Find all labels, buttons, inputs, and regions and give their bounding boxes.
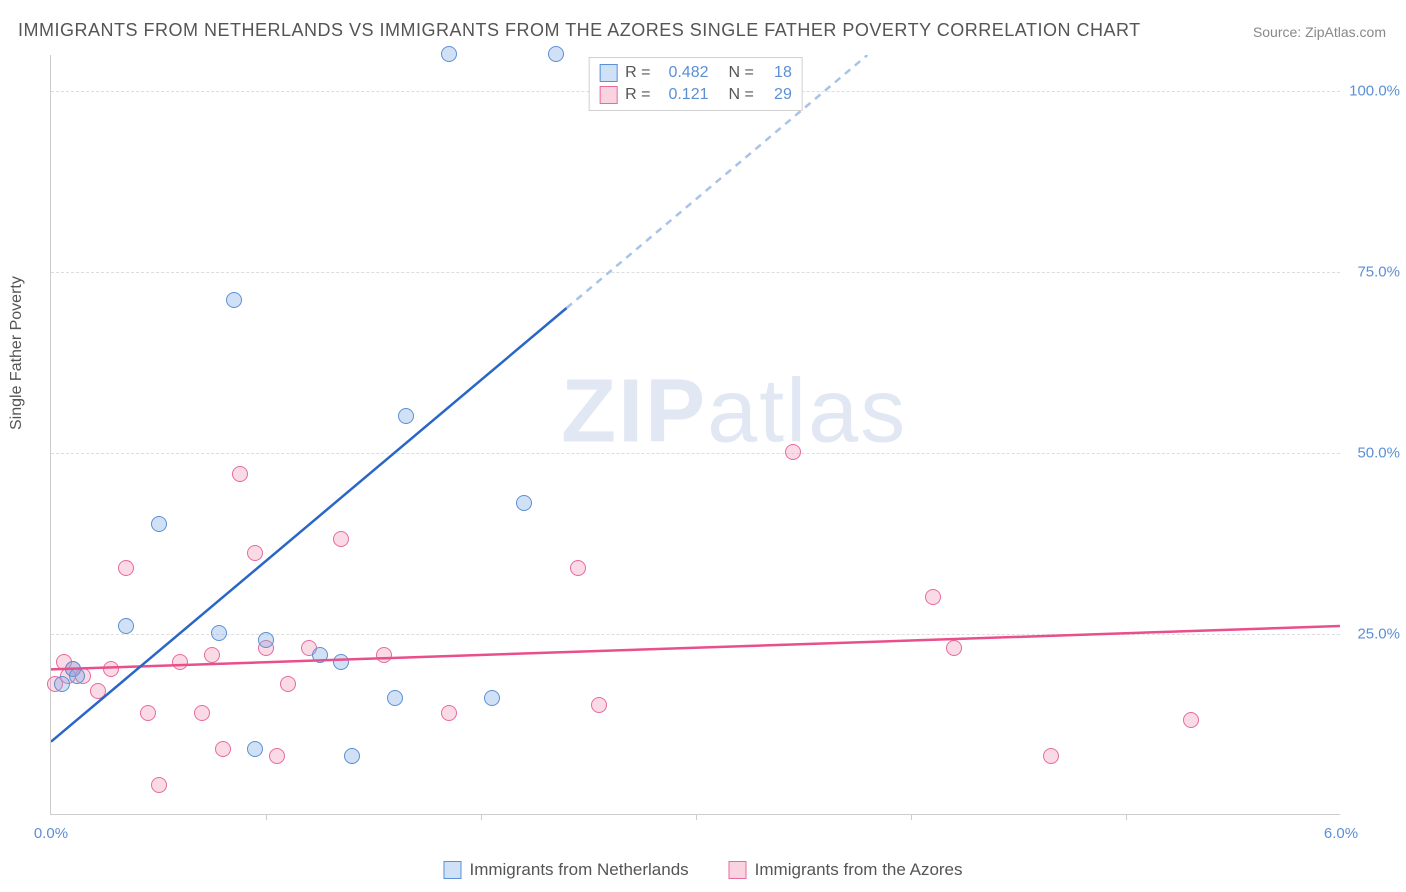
scatter-point-azores: [570, 560, 586, 576]
scatter-point-netherlands: [247, 741, 263, 757]
y-tick-label: 100.0%: [1349, 83, 1400, 100]
legend-label: Immigrants from the Azores: [755, 860, 963, 880]
scatter-point-azores: [194, 705, 210, 721]
swatch-icon: [443, 861, 461, 879]
scatter-point-azores: [90, 683, 106, 699]
scatter-point-netherlands: [226, 292, 242, 308]
scatter-point-netherlands: [344, 748, 360, 764]
scatter-point-azores: [1043, 748, 1059, 764]
x-tick: [481, 814, 482, 820]
scatter-point-netherlands: [258, 632, 274, 648]
y-tick-label: 25.0%: [1357, 626, 1400, 643]
x-tick-label: 0.0%: [34, 825, 68, 842]
scatter-point-azores: [118, 560, 134, 576]
scatter-point-netherlands: [333, 654, 349, 670]
scatter-point-netherlands: [441, 46, 457, 62]
legend-item-azores: Immigrants from the Azores: [729, 860, 963, 880]
scatter-point-azores: [591, 697, 607, 713]
scatter-point-netherlands: [312, 647, 328, 663]
scatter-point-netherlands: [516, 495, 532, 511]
gridline: [51, 453, 1340, 454]
scatter-point-azores: [247, 545, 263, 561]
scatter-point-azores: [946, 640, 962, 656]
y-tick-label: 50.0%: [1357, 445, 1400, 462]
scatter-point-netherlands: [54, 676, 70, 692]
watermark: ZIPatlas: [561, 360, 907, 463]
x-tick: [911, 814, 912, 820]
scatter-point-netherlands: [387, 690, 403, 706]
y-axis-label: Single Father Poverty: [8, 276, 26, 430]
scatter-point-azores: [280, 676, 296, 692]
scatter-point-azores: [140, 705, 156, 721]
legend-correlation: R = 0.482 N = 18 R = 0.121 N = 29: [588, 57, 803, 111]
n-value: 18: [762, 64, 792, 82]
y-tick-label: 75.0%: [1357, 264, 1400, 281]
scatter-point-azores: [151, 777, 167, 793]
scatter-point-azores: [925, 589, 941, 605]
scatter-point-azores: [1183, 712, 1199, 728]
scatter-point-netherlands: [398, 408, 414, 424]
x-tick: [1126, 814, 1127, 820]
x-tick: [696, 814, 697, 820]
r-label: R =: [625, 86, 650, 104]
scatter-point-netherlands: [118, 618, 134, 634]
n-value: 29: [762, 86, 792, 104]
r-value: 0.482: [659, 64, 709, 82]
r-label: R =: [625, 64, 650, 82]
scatter-point-azores: [269, 748, 285, 764]
scatter-point-azores: [376, 647, 392, 663]
n-label: N =: [729, 86, 754, 104]
scatter-point-netherlands: [69, 668, 85, 684]
scatter-point-azores: [232, 466, 248, 482]
scatter-point-netherlands: [484, 690, 500, 706]
trend-lines: [51, 55, 1340, 814]
swatch-icon: [599, 64, 617, 82]
legend-series: Immigrants from Netherlands Immigrants fr…: [443, 860, 962, 880]
legend-label: Immigrants from Netherlands: [469, 860, 688, 880]
scatter-point-azores: [204, 647, 220, 663]
plot-area: ZIPatlas R =0.482N =18R =0.121N =29 25.0…: [50, 55, 1340, 815]
scatter-point-azores: [333, 531, 349, 547]
chart-title: IMMIGRANTS FROM NETHERLANDS VS IMMIGRANT…: [18, 20, 1141, 41]
gridline: [51, 272, 1340, 273]
swatch-icon: [729, 861, 747, 879]
r-value: 0.121: [659, 86, 709, 104]
swatch-icon: [599, 86, 617, 104]
scatter-point-netherlands: [211, 625, 227, 641]
x-tick-label: 6.0%: [1324, 825, 1358, 842]
legend-row-azores: R = 0.121 N = 29: [599, 84, 792, 106]
scatter-point-azores: [172, 654, 188, 670]
legend-item-netherlands: Immigrants from Netherlands: [443, 860, 688, 880]
gridline: [51, 634, 1340, 635]
scatter-point-azores: [441, 705, 457, 721]
scatter-point-netherlands: [548, 46, 564, 62]
source-attribution: Source: ZipAtlas.com: [1253, 24, 1386, 40]
scatter-point-azores: [215, 741, 231, 757]
n-label: N =: [729, 64, 754, 82]
x-tick: [266, 814, 267, 820]
scatter-point-netherlands: [151, 516, 167, 532]
scatter-point-azores: [103, 661, 119, 677]
scatter-point-azores: [785, 444, 801, 460]
legend-row-netherlands: R = 0.482 N = 18: [599, 62, 792, 84]
